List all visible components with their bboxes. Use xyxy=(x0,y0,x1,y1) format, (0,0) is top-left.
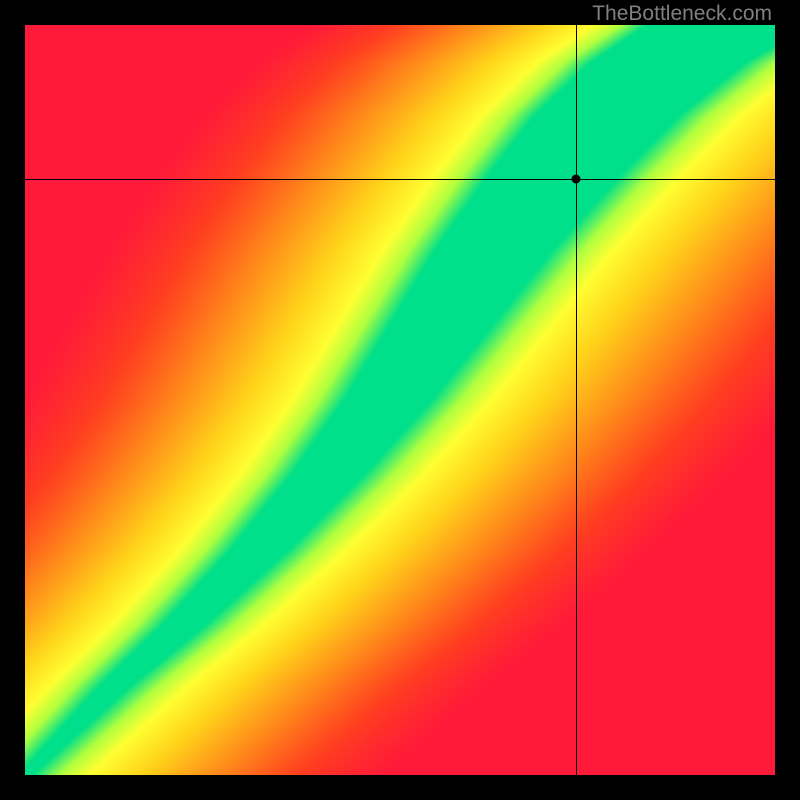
watermark-text: TheBottleneck.com xyxy=(592,2,772,26)
heatmap-canvas xyxy=(25,25,775,775)
marker-point xyxy=(572,174,581,183)
crosshair-horizontal xyxy=(25,179,775,180)
plot-area xyxy=(25,25,775,775)
crosshair-vertical xyxy=(576,25,577,775)
chart-container: TheBottleneck.com xyxy=(0,0,800,800)
